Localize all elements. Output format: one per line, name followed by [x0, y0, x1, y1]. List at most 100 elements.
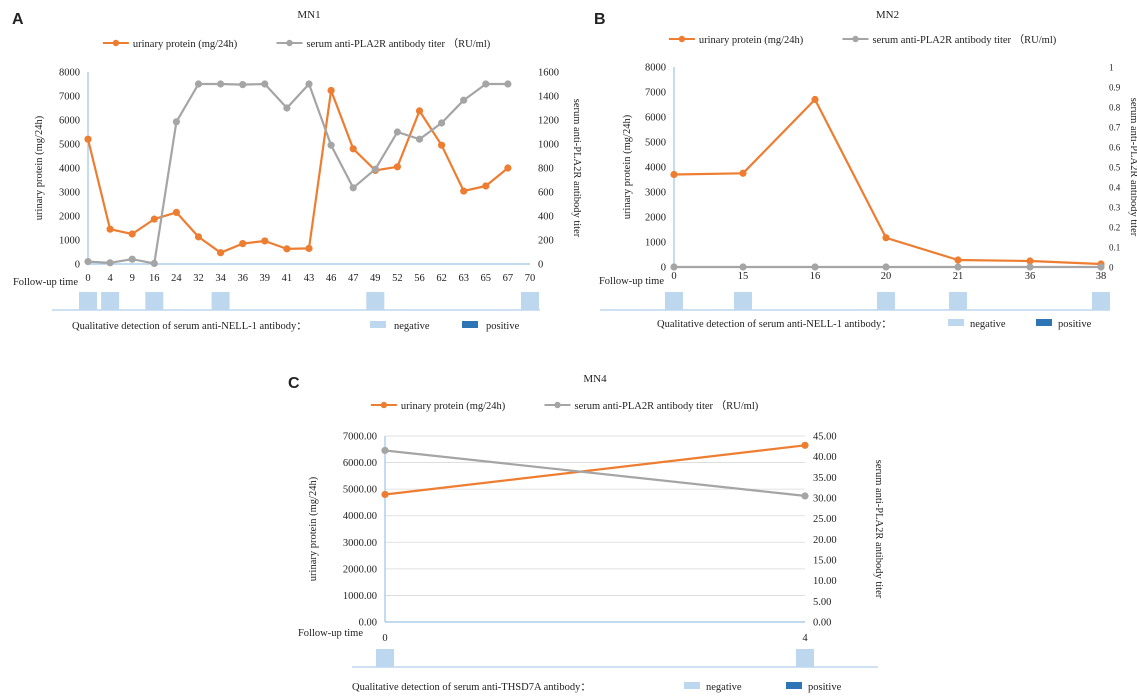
legend-marker-antibody-titer — [554, 401, 561, 409]
data-point-urinary-protein — [283, 245, 291, 253]
y-tick-label: 6000 — [645, 113, 666, 124]
detection-key-negative-label: negative — [394, 321, 430, 332]
data-point-antibody-titer — [194, 80, 203, 88]
data-point-urinary-protein — [261, 237, 269, 245]
data-point-antibody-titer — [811, 263, 819, 271]
data-point-antibody-titer — [482, 80, 490, 88]
chart-title: MN4 — [583, 373, 607, 385]
data-point-urinary-protein — [1026, 257, 1034, 265]
data-point-antibody-titer — [172, 118, 180, 126]
data-point-antibody-titer — [106, 259, 114, 267]
y2-tick-label: 20.00 — [813, 535, 837, 546]
y-tick-label: 0 — [661, 263, 666, 274]
detection-label: Qualitative detection of serum anti-NELL… — [657, 319, 892, 330]
y2-tick-label: 35.00 — [813, 473, 837, 484]
x-tick-label: 21 — [953, 271, 964, 282]
y2-tick-label: 1600 — [538, 68, 559, 79]
y2-axis-label: serum anti-PLA2R antibody titer — [873, 460, 884, 599]
legend-marker-antibody-titer — [852, 35, 859, 43]
y-tick-label: 5000.00 — [343, 485, 377, 496]
series-line-urinary-protein — [384, 444, 806, 496]
detection-box-negative — [665, 292, 683, 310]
data-point-urinary-protein — [305, 244, 313, 252]
data-point-antibody-titer — [882, 263, 890, 271]
x-tick-label: 52 — [392, 273, 403, 284]
series-line-antibody-titer — [384, 449, 806, 497]
legend-label-urinary-protein: urinary protein (mg/24h) — [699, 35, 804, 46]
data-point-urinary-protein — [482, 182, 490, 190]
legend-label-antibody-titer: serum anti-PLA2R antibody titer （RU/ml) — [307, 38, 491, 50]
detection-key-negative — [684, 682, 700, 689]
chart-panel-b: B MN2 urinary protein (mg/24h) serum anti-P… — [594, 9, 1137, 330]
y2-tick-label: 40.00 — [813, 452, 837, 463]
detection-box-negative — [734, 292, 752, 310]
legend-marker-urinary-protein — [112, 39, 120, 47]
data-point-urinary-protein — [954, 256, 962, 264]
data-point-antibody-titer — [128, 255, 136, 263]
legend-label-antibody-titer: serum anti-PLA2R antibody titer （RU/ml) — [873, 34, 1057, 46]
x-tick-label: 16 — [149, 273, 160, 284]
x-tick-label: 9 — [130, 273, 135, 284]
data-point-urinary-protein — [739, 169, 747, 177]
legend-marker-urinary-protein — [678, 35, 686, 43]
detection-box-negative — [949, 292, 967, 310]
detection-box-negative — [79, 292, 97, 310]
y-tick-label: 2000 — [59, 212, 80, 223]
chart-title: MN1 — [297, 9, 320, 21]
data-point-urinary-protein — [504, 164, 512, 172]
y-tick-label: 7000 — [645, 88, 666, 99]
data-point-antibody-titer — [381, 446, 389, 455]
y2-axis-label: serum anti-PLA2R antibody titer — [571, 99, 582, 238]
data-point-antibody-titer — [305, 80, 313, 88]
data-point-urinary-protein — [801, 441, 809, 449]
x-tick-label: 67 — [503, 273, 514, 284]
data-point-antibody-titer — [261, 80, 269, 88]
legend-marker-antibody-titer — [286, 39, 293, 47]
x-tick-label: 65 — [481, 273, 492, 284]
x-tick-label: 16 — [810, 271, 821, 282]
panel-letter: B — [594, 11, 606, 28]
y2-tick-label: 400 — [538, 212, 554, 223]
x-tick-label: 56 — [414, 273, 425, 284]
data-point-urinary-protein — [381, 490, 389, 499]
y2-tick-label: 0 — [538, 260, 543, 271]
data-point-antibody-titer — [415, 135, 424, 143]
x-tick-label: 0 — [382, 633, 387, 644]
legend: urinary protein (mg/24h) serum anti-PLA2R… — [668, 34, 1057, 46]
detection-box-negative — [376, 649, 394, 667]
data-point-antibody-titer — [239, 81, 247, 89]
y-tick-label: 3000 — [645, 188, 666, 199]
x-tick-label: 0 — [85, 273, 90, 284]
y-tick-label: 5000 — [645, 138, 666, 149]
legend-label-urinary-protein: urinary protein (mg/24h) — [133, 39, 238, 50]
x-axis-label: Follow-up time — [13, 277, 78, 288]
legend: urinary protein (mg/24h) serum anti-PLA2R… — [370, 400, 759, 412]
data-point-urinary-protein — [393, 163, 401, 171]
detection-key-positive-label: positive — [808, 682, 842, 693]
y2-tick-label: 1000 — [538, 140, 559, 151]
data-point-urinary-protein — [194, 233, 203, 241]
x-tick-label: 24 — [171, 273, 182, 284]
data-point-urinary-protein — [150, 215, 158, 223]
data-point-antibody-titer — [801, 492, 809, 500]
y-tick-label: 5000 — [59, 140, 80, 151]
y-tick-label: 1000 — [645, 238, 666, 249]
data-point-antibody-titer — [438, 119, 446, 127]
y2-tick-label: 0.4 — [1109, 183, 1121, 193]
x-tick-label: 20 — [881, 271, 892, 282]
y-tick-label: 4000.00 — [343, 511, 377, 522]
detection-box-negative — [521, 292, 539, 310]
x-tick-label: 36 — [237, 273, 248, 284]
data-point-urinary-protein — [239, 240, 247, 248]
detection-box-negative — [796, 649, 814, 667]
data-point-antibody-titer — [371, 165, 379, 173]
y2-tick-label: 15.00 — [813, 556, 837, 567]
data-point-antibody-titer — [504, 80, 512, 88]
x-tick-label: 34 — [215, 273, 226, 284]
y-tick-label: 3000 — [59, 188, 80, 199]
detection-key-positive — [786, 682, 802, 689]
y2-tick-label: 0 — [1109, 263, 1114, 273]
y2-tick-label: 10.00 — [813, 576, 837, 587]
x-axis-label: Follow-up time — [298, 628, 363, 639]
y2-tick-label: 1400 — [538, 92, 559, 103]
